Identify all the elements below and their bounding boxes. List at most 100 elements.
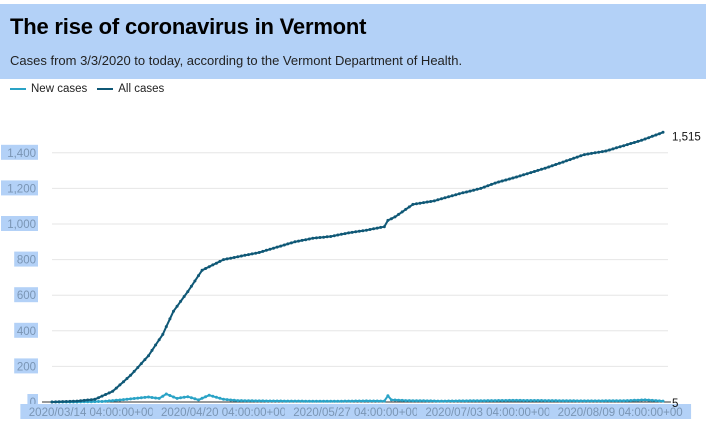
data-point-all-cases [650, 134, 654, 138]
data-point-new-cases [522, 399, 526, 402]
data-point-all-cases [400, 210, 404, 214]
data-point-new-cases [147, 395, 150, 399]
legend-item-all-cases[interactable]: All cases [97, 83, 164, 95]
data-point-all-cases [332, 234, 336, 238]
data-point-all-cases [225, 257, 229, 261]
data-point-new-cases [161, 394, 165, 398]
data-point-all-cases [582, 153, 586, 157]
data-point-all-cases [515, 175, 518, 179]
data-point-all-cases [257, 251, 261, 254]
y-tick-label: 200 [17, 361, 36, 373]
data-point-all-cases [486, 184, 490, 188]
data-point-all-cases [314, 236, 318, 240]
y-tick-label: 800 [17, 255, 36, 267]
data-point-new-cases [279, 399, 283, 403]
data-point-all-cases [468, 189, 472, 193]
data-point-all-cases [75, 399, 79, 403]
data-point-new-cases [336, 399, 340, 403]
data-point-all-cases [297, 239, 300, 243]
data-point-new-cases [661, 399, 665, 403]
data-point-all-cases [540, 167, 543, 171]
data-point-new-cases [518, 398, 522, 402]
data-point-all-cases [443, 196, 447, 200]
data-point-new-cases [332, 399, 336, 403]
data-point-new-cases [100, 400, 104, 403]
data-point-new-cases [129, 397, 133, 401]
data-point-all-cases [432, 199, 436, 203]
data-point-new-cases [575, 399, 579, 403]
data-point-all-cases [118, 383, 122, 387]
data-point-new-cases [275, 399, 279, 403]
data-point-new-cases [479, 399, 483, 403]
data-point-all-cases [657, 132, 661, 136]
data-point-new-cases [214, 395, 218, 399]
data-point-all-cases [568, 158, 572, 162]
data-point-all-cases [529, 171, 533, 175]
y-tick-label: 1,000 [7, 219, 36, 231]
data-point-new-cases [497, 399, 501, 402]
data-point-all-cases [465, 190, 468, 194]
data-point-all-cases [429, 200, 433, 203]
data-point-all-cases [518, 174, 522, 178]
data-point-all-cases [143, 358, 147, 362]
data-point-all-cases [275, 245, 279, 249]
data-point-all-cases [279, 244, 283, 248]
data-point-new-cases [172, 395, 175, 399]
data-point-all-cases [586, 152, 590, 156]
data-point-new-cases [600, 399, 604, 403]
data-point-new-cases [554, 399, 558, 403]
data-point-all-cases [104, 393, 108, 396]
data-point-new-cases [422, 399, 426, 403]
data-point-new-cases [143, 395, 147, 399]
data-point-new-cases [243, 399, 247, 403]
data-point-new-cases [618, 399, 622, 403]
data-point-all-cases [472, 188, 476, 192]
data-point-all-cases [547, 165, 551, 169]
data-point-new-cases [293, 399, 297, 403]
data-point-new-cases [97, 400, 100, 403]
data-point-all-cases [575, 155, 579, 159]
data-point-new-cases [579, 399, 583, 403]
data-point-all-cases [343, 232, 347, 236]
data-point-all-cases [354, 230, 358, 234]
data-point-new-cases [286, 399, 290, 403]
data-point-all-cases [272, 246, 275, 250]
data-point-all-cases [522, 173, 526, 177]
data-point-new-cases [175, 396, 179, 400]
data-point-all-cases [415, 202, 418, 206]
data-point-all-cases [554, 163, 558, 166]
data-point-new-cases [482, 399, 486, 403]
data-point-new-cases [218, 396, 222, 400]
data-point-new-cases [432, 399, 436, 403]
data-point-all-cases [565, 159, 568, 163]
data-point-all-cases [307, 237, 311, 241]
legend-item-new-cases[interactable]: New cases [10, 83, 87, 95]
data-point-new-cases [654, 399, 658, 403]
chart-title: The rise of coronavirus in Vermont [10, 14, 367, 39]
data-point-all-cases [168, 317, 172, 321]
x-tick-label: 2020/03/14 04:00:00+00 [29, 407, 154, 419]
data-point-all-cases [172, 309, 175, 313]
data-point-new-cases [561, 399, 565, 403]
data-point-all-cases [82, 398, 86, 402]
data-point-all-cases [436, 198, 440, 202]
data-point-all-cases [204, 267, 208, 270]
data-point-new-cases [372, 399, 376, 403]
data-point-new-cases [268, 399, 272, 403]
legend-swatch-new-cases [10, 88, 26, 90]
data-point-new-cases [179, 396, 183, 400]
data-point-new-cases [118, 398, 122, 402]
data-point-new-cases [590, 399, 593, 403]
data-point-new-cases [193, 397, 197, 401]
data-point-new-cases [150, 396, 154, 399]
data-point-all-cases [397, 212, 401, 216]
data-point-all-cases [457, 192, 461, 196]
data-point-all-cases [411, 202, 415, 206]
data-point-new-cases [557, 399, 561, 403]
chart-legend: New cases All cases [10, 82, 174, 96]
y-tick-label-bg [1, 180, 38, 196]
data-point-all-cases [122, 380, 125, 384]
data-point-new-cases [225, 398, 229, 402]
data-point-new-cases [254, 399, 258, 403]
data-point-all-cases [222, 258, 225, 262]
